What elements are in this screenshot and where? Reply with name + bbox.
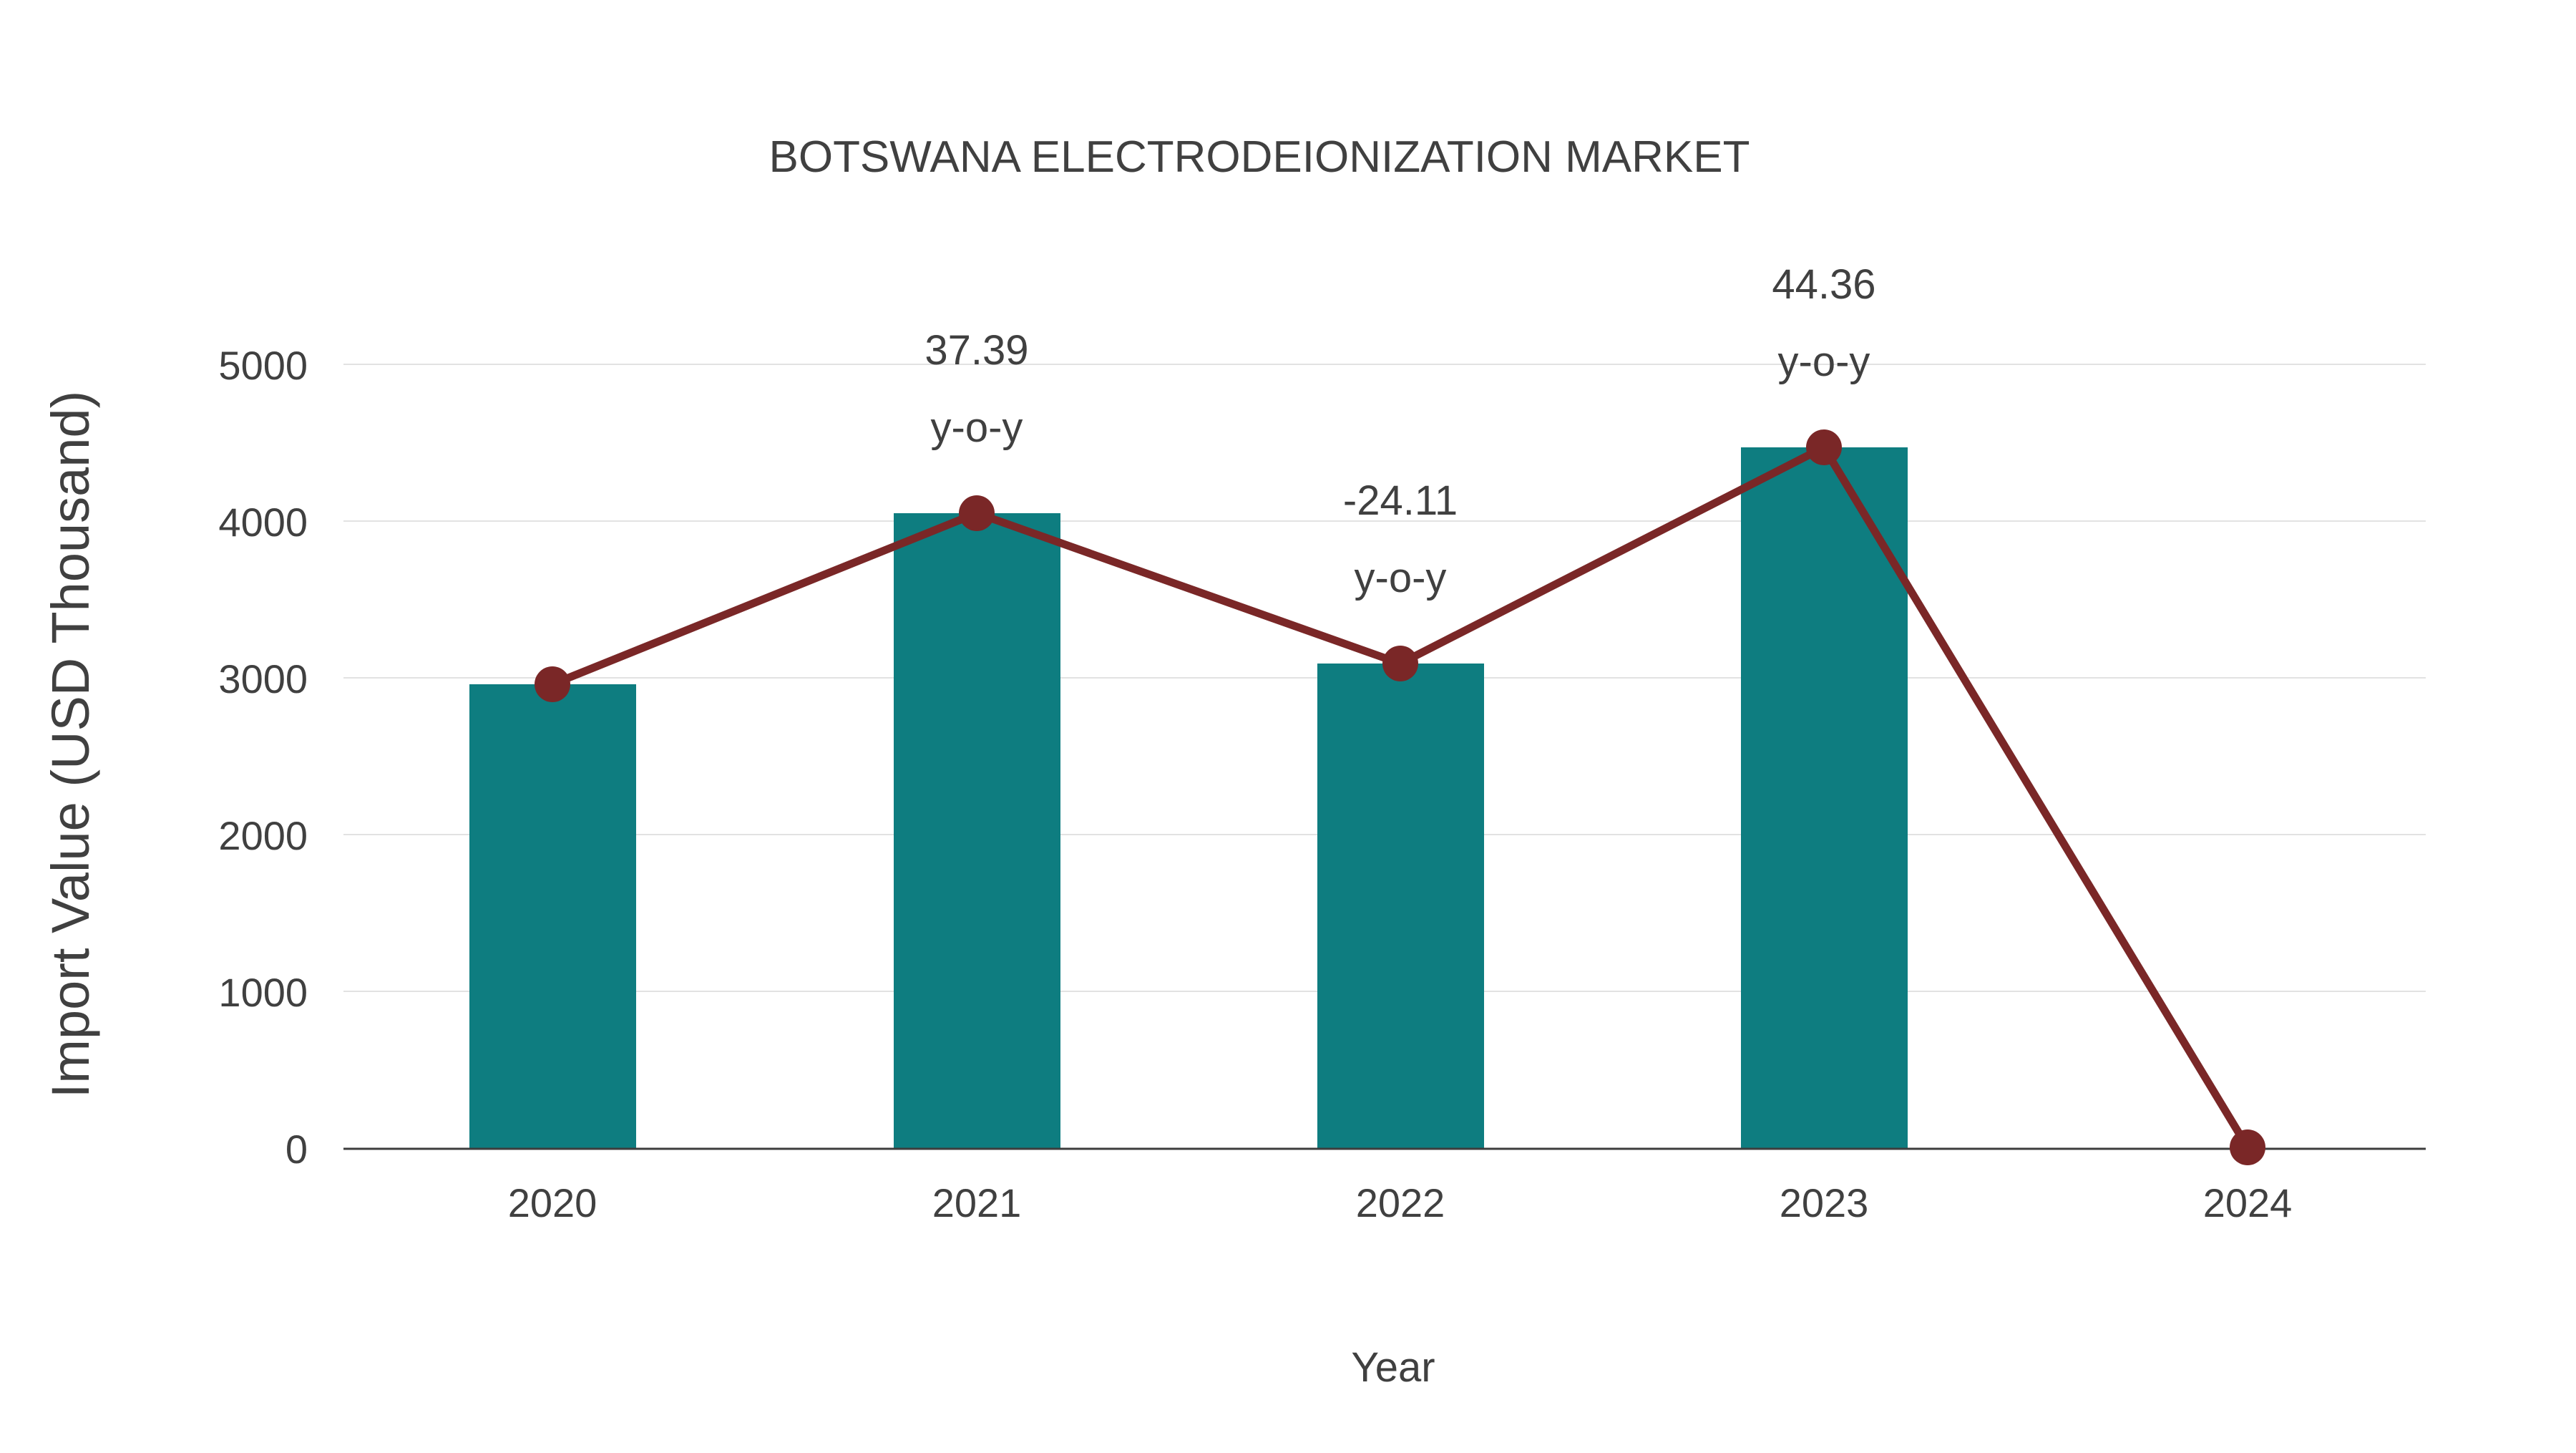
svg-text:2020: 2020: [508, 1180, 597, 1225]
svg-text:Year: Year: [1351, 1344, 1435, 1391]
svg-text:-24.11: -24.11: [1343, 477, 1458, 524]
svg-text:2022: 2022: [1356, 1180, 1445, 1225]
svg-text:BOTSWANA ELECTRODEIONIZATION M: BOTSWANA ELECTRODEIONIZATION MARKET: [769, 132, 1750, 182]
svg-text:0: 0: [286, 1127, 308, 1172]
svg-text:3000: 3000: [218, 656, 308, 701]
svg-text:4000: 4000: [218, 500, 308, 545]
svg-text:1000: 1000: [218, 970, 308, 1015]
svg-text:2021: 2021: [932, 1180, 1022, 1225]
svg-text:5000: 5000: [218, 343, 308, 388]
svg-text:y-o-y: y-o-y: [931, 404, 1023, 451]
svg-text:y-o-y: y-o-y: [1778, 339, 1870, 385]
svg-text:2024: 2024: [2203, 1180, 2293, 1225]
svg-text:2000: 2000: [218, 813, 308, 858]
svg-text:y-o-y: y-o-y: [1355, 555, 1447, 601]
svg-text:44.36: 44.36: [1772, 261, 1875, 308]
svg-text:2023: 2023: [1780, 1180, 1869, 1225]
svg-text:37.39: 37.39: [924, 327, 1028, 374]
svg-text:Import Value (USD Thousand): Import Value (USD Thousand): [41, 391, 100, 1099]
